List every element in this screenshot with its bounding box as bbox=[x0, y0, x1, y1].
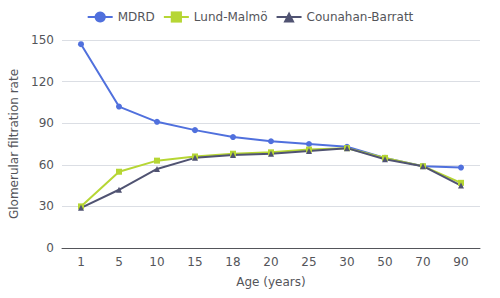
svg-text:90: 90 bbox=[39, 116, 54, 130]
svg-text:Glomerular filtration rate: Glomerular filtration rate bbox=[7, 69, 21, 219]
svg-text:Lund-Malmö: Lund-Malmö bbox=[194, 10, 268, 24]
svg-text:50: 50 bbox=[377, 255, 392, 269]
svg-text:30: 30 bbox=[39, 199, 54, 213]
svg-text:MDRD: MDRD bbox=[118, 10, 155, 24]
svg-text:90: 90 bbox=[453, 255, 468, 269]
svg-text:18: 18 bbox=[225, 255, 240, 269]
svg-text:0: 0 bbox=[46, 241, 54, 255]
svg-text:10: 10 bbox=[149, 255, 164, 269]
svg-text:Counahan-Barratt: Counahan-Barratt bbox=[307, 10, 414, 24]
svg-text:1: 1 bbox=[77, 255, 85, 269]
svg-text:60: 60 bbox=[39, 158, 54, 172]
svg-text:70: 70 bbox=[415, 255, 430, 269]
svg-text:120: 120 bbox=[31, 75, 54, 89]
svg-text:15: 15 bbox=[187, 255, 202, 269]
svg-text:Age (years): Age (years) bbox=[236, 275, 305, 289]
svg-text:20: 20 bbox=[263, 255, 278, 269]
svg-text:25: 25 bbox=[301, 255, 316, 269]
svg-text:5: 5 bbox=[115, 255, 123, 269]
svg-text:30: 30 bbox=[339, 255, 354, 269]
svg-text:150: 150 bbox=[31, 33, 54, 47]
